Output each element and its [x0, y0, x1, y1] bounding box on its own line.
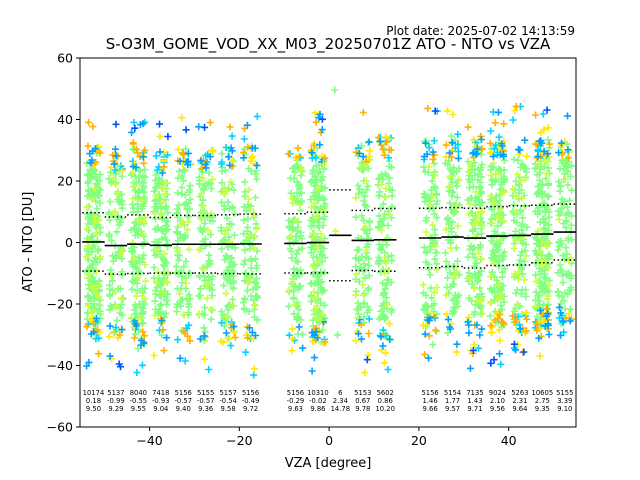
bin-count: 5156 [287, 389, 304, 397]
x-tick-label: 40 [501, 433, 517, 448]
bin-std: 10.20 [375, 405, 394, 413]
bin-count: 8040 [130, 389, 147, 397]
x-tick-label: 20 [411, 433, 427, 448]
bin-mean: -0.55 [130, 397, 148, 405]
bin-mean: 2.34 [333, 397, 348, 405]
y-tick-label: −60 [47, 420, 73, 435]
bin-count: 5602 [377, 389, 394, 397]
plot-date: Plot date: 2025-07-02 14:13:59 [386, 24, 575, 38]
bin-count: 5263 [511, 389, 528, 397]
bin-std: 9.04 [153, 405, 168, 413]
bin-mean: 0.18 [86, 397, 101, 405]
bin-mean: -0.49 [242, 397, 260, 405]
bin-mean: -0.93 [152, 397, 170, 405]
bin-std: 9.40 [176, 405, 191, 413]
bin-mean: 2.10 [490, 397, 505, 405]
scatter-markers [83, 108, 574, 375]
bin-count: 6 [338, 389, 342, 397]
bin-std: 9.63 [288, 405, 303, 413]
y-axis: −60 −40 −20 0 20 40 60 [47, 51, 80, 435]
bin-mean: -0.57 [197, 397, 215, 405]
bin-mean: 1.46 [423, 397, 438, 405]
bin-std: 9.29 [108, 405, 123, 413]
bin-mean: -0.29 [287, 397, 305, 405]
bin-count: 5153 [354, 389, 371, 397]
bin-std: 9.57 [445, 405, 460, 413]
bin-std: 9.64 [512, 405, 527, 413]
scatter-markers [83, 156, 575, 324]
bin-std: 9.55 [131, 405, 146, 413]
bin-mean: 1.77 [445, 397, 460, 405]
x-axis-label: VZA [degree] [285, 456, 372, 471]
bin-count: 5157 [219, 389, 236, 397]
scatter-points [82, 86, 576, 379]
bin-count: 5154 [444, 389, 461, 397]
y-axis-label: ATO - NTO [DU] [21, 192, 36, 293]
bin-mean: 0.67 [355, 397, 370, 405]
bin-std: 9.72 [243, 405, 258, 413]
bin-count: 5155 [197, 389, 214, 397]
bin-std: 9.36 [198, 405, 213, 413]
bin-std: 9.35 [535, 405, 550, 413]
bin-std: 9.56 [490, 405, 505, 413]
y-tick-label: 20 [57, 174, 73, 189]
mean-lines [82, 231, 576, 247]
y-tick-label: 40 [57, 112, 73, 127]
bin-mean: -0.99 [107, 397, 125, 405]
bin-count: 10605 [532, 389, 554, 397]
bin-count: 5155 [556, 389, 573, 397]
bin-mean: 0.86 [378, 397, 393, 405]
bin-std: 9.66 [423, 405, 438, 413]
bin-count: 9024 [489, 389, 506, 397]
y-tick-label: −20 [47, 297, 73, 312]
bin-std: 14.78 [331, 405, 350, 413]
bin-std: 9.78 [355, 405, 370, 413]
bin-mean: -0.57 [174, 397, 192, 405]
bin-mean: 2.31 [512, 397, 527, 405]
bin-std: 9.58 [221, 405, 236, 413]
y-tick-label: 60 [57, 51, 73, 66]
bin-mean: -0.54 [219, 397, 237, 405]
bin-count: 5156 [421, 389, 438, 397]
bin-mean: -0.02 [309, 397, 327, 405]
bin-count: 5156 [242, 389, 259, 397]
y-tick-label: −40 [47, 358, 73, 373]
bin-count: 7135 [466, 389, 483, 397]
bin-count: 5137 [107, 389, 124, 397]
bin-std: 9.71 [467, 405, 482, 413]
bin-mean: 1.43 [467, 397, 482, 405]
y-tick-label: 0 [65, 235, 73, 250]
bin-std: 9.10 [557, 405, 572, 413]
chart-title: S-O3M_GOME_VOD_XX_M03_20250701Z ATO - NT… [106, 35, 551, 54]
x-axis: −40 −20 0 20 40 [136, 427, 517, 448]
bin-std: 9.86 [310, 405, 325, 413]
bin-count: 7418 [152, 389, 169, 397]
bin-mean: 3.39 [557, 397, 572, 405]
bin-count: 5156 [175, 389, 192, 397]
bin-mean: 2.75 [535, 397, 550, 405]
x-tick-label: −20 [226, 433, 252, 448]
x-tick-label: 0 [325, 433, 333, 448]
bin-count: 10310 [307, 389, 329, 397]
bin-std: 9.50 [86, 405, 101, 413]
scatter-markers [112, 106, 551, 371]
bin-count: 10174 [83, 389, 105, 397]
x-tick-label: −40 [136, 433, 162, 448]
